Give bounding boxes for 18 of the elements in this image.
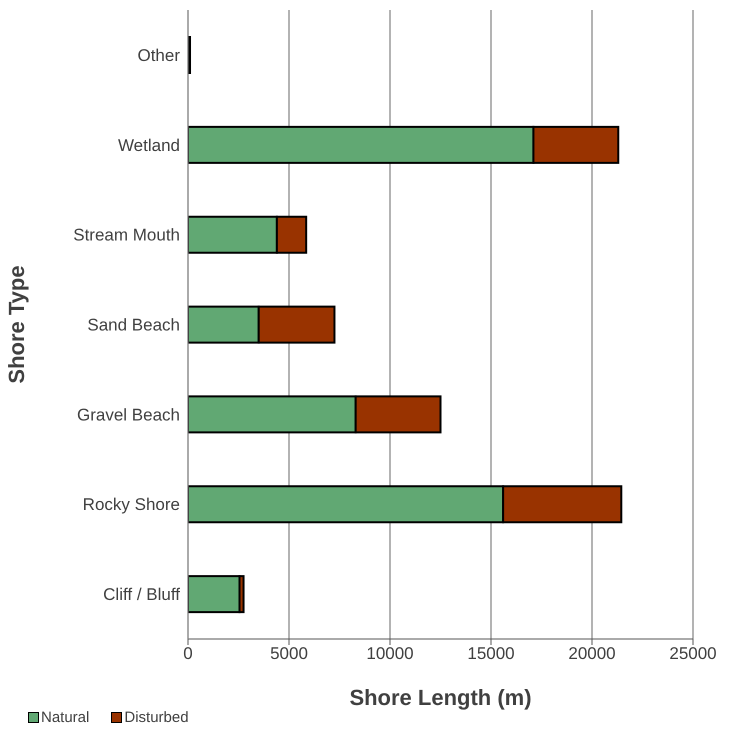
y-tick-label: Wetland [118,136,180,155]
y-tick-label: Sand Beach [87,316,180,335]
x-tick-label: 0 [183,644,193,664]
legend-label: Natural [41,709,90,726]
y-tick-label: Other [137,46,180,65]
x-tick-label: 5000 [270,644,308,664]
x-tick-label: 25000 [669,644,717,664]
y-tick-label: Gravel Beach [77,405,180,424]
y-tick-label: Stream Mouth [73,226,180,245]
x-axis-title: Shore Length (m) [349,685,532,710]
y-tick-label: Cliff / Bluff [103,585,180,604]
y-axis-title: Shore Type [4,265,29,384]
legend-label: Disturbed [124,709,189,726]
x-tick-label: 15000 [467,644,515,664]
bar [188,575,241,614]
y-tick-label: Rocky Shore [82,495,180,514]
x-tick-label: 20000 [568,644,616,664]
x-tick-label: 10000 [366,644,414,664]
